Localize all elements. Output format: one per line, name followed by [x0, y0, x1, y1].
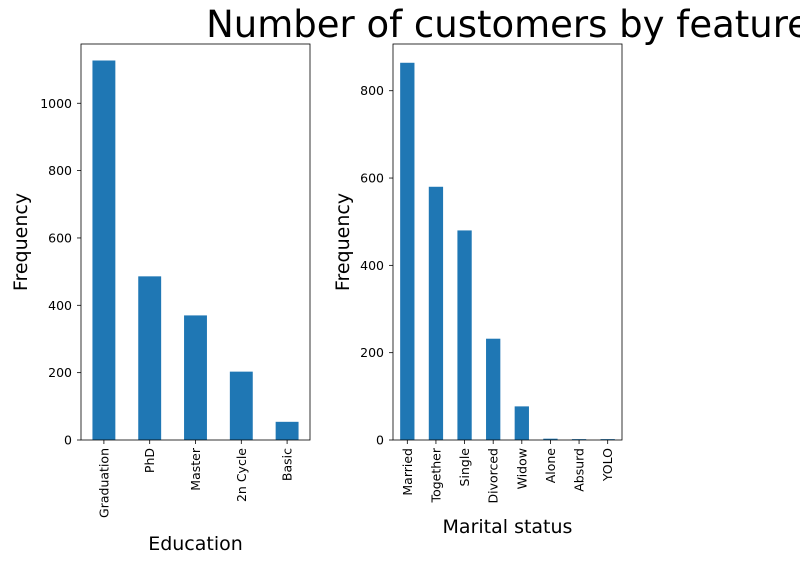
x-tick-label: Married [400, 448, 415, 496]
axes-frame [80, 43, 311, 441]
y-tick-label: 200 [360, 345, 384, 360]
x-tick-label: 2n Cycle [234, 448, 249, 502]
x-axis-label: Marital status [443, 516, 573, 538]
x-tick-label: Widow [514, 448, 529, 489]
y-tick-label: 200 [48, 365, 72, 380]
x-tick-label: Master [188, 447, 203, 491]
bar-single [457, 230, 472, 440]
education-chart-panel: Graduation PhD Master 2n Cycle Basic 0 200 400 6… [10, 43, 311, 555]
bar-alone [543, 438, 558, 440]
x-tick-label: Together [428, 447, 443, 503]
chart-suptitle: Number of customers by feature [206, 3, 800, 46]
y-tick-label: 0 [376, 433, 384, 448]
axes-frame [392, 43, 623, 441]
y-tick-label: 400 [360, 258, 384, 273]
bar-widow [514, 406, 529, 440]
y-tick-label: 1000 [40, 96, 72, 111]
y-axis-label: Frequency [10, 193, 32, 291]
bar-master [184, 315, 207, 440]
x-tick-label: Graduation [96, 448, 111, 518]
bar-yolo [600, 439, 615, 440]
y-tick-label: 0 [64, 433, 72, 448]
x-tick-label: Divorced [486, 448, 501, 504]
y-tick-label: 600 [48, 230, 72, 245]
marital-status-chart-panel: Married Together Single Divorced Widow Alone A… [332, 43, 623, 538]
bar-phd [138, 276, 162, 440]
x-tick-label: Alone [543, 448, 558, 484]
bar-absurd [571, 439, 587, 440]
y-tick-label: 800 [360, 83, 384, 98]
x-tick-label: Single [457, 448, 472, 487]
bar-2n-cycle [229, 371, 253, 440]
bar-graduation [92, 60, 116, 440]
y-tick-label: 600 [360, 171, 384, 186]
x-tick-label: PhD [142, 448, 157, 473]
bar-divorced [486, 338, 501, 440]
y-tick-label: 400 [48, 298, 72, 313]
bar-together [428, 186, 444, 440]
x-axis-label: Education [148, 533, 243, 555]
x-tick-label: YOLO [600, 448, 615, 482]
bar-married [400, 62, 415, 440]
x-tick-label: Basic [280, 448, 295, 481]
y-tick-label: 800 [48, 163, 72, 178]
x-tick-label: Absurd [572, 448, 587, 492]
bar-basic [275, 421, 299, 440]
y-axis-label: Frequency [332, 193, 354, 291]
